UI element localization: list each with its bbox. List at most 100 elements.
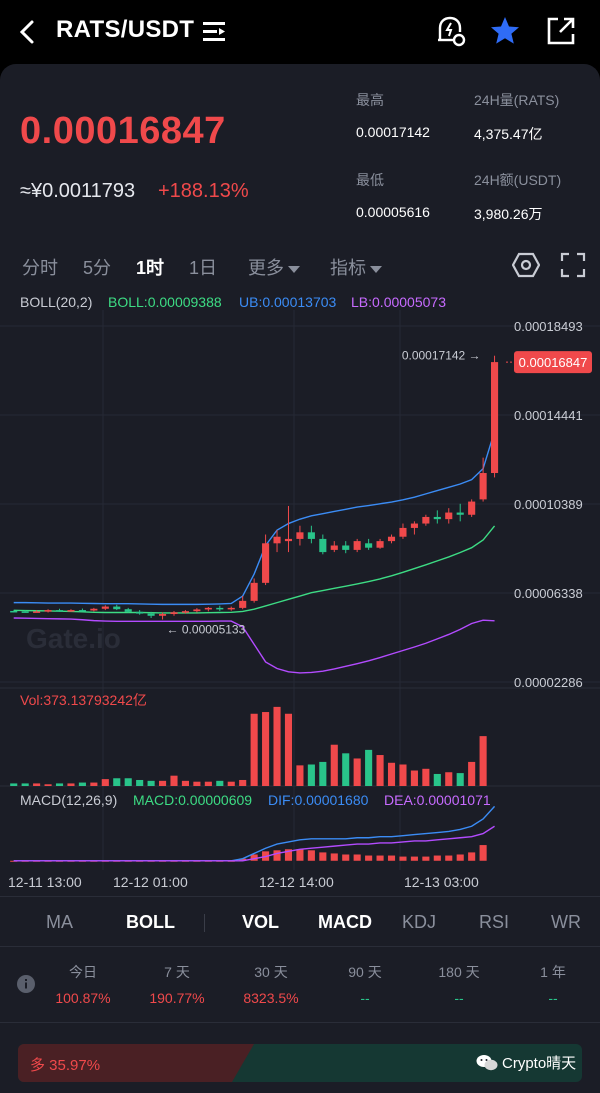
candlestick-chart[interactable]: Gate.io 0.000184930.000144410.000103890.… [0,310,600,882]
candle [113,604,121,611]
candle-body [410,523,418,528]
candle [479,457,487,502]
volume-value: Vol:373.13793242亿 [20,692,147,708]
candle [307,525,315,544]
candle [365,538,373,550]
volume-bar [410,770,418,786]
volume-bar [21,783,29,786]
volume-bar [113,778,121,786]
perf-value-7d: 190.77% [149,990,205,1006]
top-bar: RATS/USDT [0,0,600,64]
candle [353,538,361,553]
volume-bar [216,780,224,786]
chevron-down-icon [370,265,382,273]
macd-panel [10,805,496,862]
candle [159,612,167,620]
amount-24h-label: 24H额(USDT) [474,172,562,188]
gate-io-watermark: Gate.io [26,623,121,654]
low-marker: ← 0.00005133 [167,623,246,637]
candle-body [468,501,476,515]
candle-body [433,516,441,520]
fullscreen-icon[interactable] [560,252,586,278]
candle-body [33,611,41,613]
candles [10,355,499,620]
macd-params: MACD(12,26,9) [20,792,118,808]
candle [296,525,304,546]
author-watermark: Crypto晴天 [502,1055,577,1072]
candle-body [101,606,109,609]
perf-label-30d: 30 天 [254,964,288,980]
indicator-tab-kdj[interactable]: KDJ [402,912,437,932]
volume-bar [44,784,52,786]
indicator-tab-boll[interactable]: BOLL [126,912,175,932]
macd-hist-bar [456,854,464,861]
boll-lower-line [13,617,495,674]
tab-separator [204,914,205,932]
macd-hist-bar [307,850,315,861]
candle [456,503,464,522]
macd-hist-bar [239,858,247,861]
x-tick-3: 12-12 14:00 [259,874,334,890]
indicator-tab-macd[interactable]: MACD [318,912,372,932]
candle-body [387,536,396,542]
candle [147,611,155,618]
volume-bar [170,775,178,786]
macd-hist-bar [399,856,407,861]
share-icon[interactable] [544,14,578,48]
volume-bar [307,764,315,786]
volume-bar [90,782,98,786]
candle [468,499,476,517]
perf-label-1y: 1 年 [540,964,566,980]
candle [67,609,75,612]
chart-settings-hexagon-icon[interactable] [512,252,540,278]
candle [319,534,327,555]
candle-body [147,613,155,616]
indicator-tab-ma[interactable]: MA [46,912,73,932]
candle-body [44,610,52,612]
favorite-star-icon[interactable] [488,14,522,48]
timeframe-tab-5m[interactable]: 5分 [83,258,112,278]
volume-bar [365,749,373,786]
timeframe-tab-timeline[interactable]: 分时 [22,258,58,278]
candle-body [284,538,293,542]
volume-bar [422,768,430,786]
candle [78,608,86,612]
x-tick-4: 12-13 03:00 [404,874,479,890]
divider [0,1022,600,1023]
volume-bar [399,764,407,786]
back-arrow-icon[interactable] [14,16,42,48]
volume-bar [250,713,258,786]
timeframe-more-dropdown[interactable]: 更多 [248,254,300,280]
volume-bar [101,779,109,786]
high-marker: 0.00017142 → [402,349,481,363]
candle-body [456,512,464,515]
market-panel [0,64,600,1093]
indicator-tab-rsi[interactable]: RSI [479,912,510,932]
candle [330,541,338,553]
more-label: 更多 [248,258,284,278]
low-value: 0.00005616 [356,204,430,220]
volume-bar [33,783,41,786]
last-price: 0.00016847 [20,110,226,152]
timeframe-tab-1d[interactable]: 1日 [189,258,218,278]
candle-body [170,612,178,615]
indicator-dropdown[interactable]: 指标 [330,254,382,280]
perf-label-90d: 90 天 [348,964,382,980]
candle [55,608,64,612]
price-alert-icon[interactable] [434,14,468,48]
info-icon[interactable] [16,974,36,994]
candle [101,605,109,611]
indicator-tab-wr[interactable]: WR [551,912,581,932]
volume-24h-label: 24H量(RATS) [474,92,560,108]
pair-title[interactable]: RATS/USDT [56,16,195,43]
y-tick-label: 0.00014441 [514,408,583,423]
boll-lb-value: LB:0.00005073 [351,294,446,310]
pair-switch-menu-icon[interactable] [203,20,227,42]
indicator-tab-vol[interactable]: VOL [242,912,280,932]
volume-bar [319,761,327,786]
timeframe-tab-1h[interactable]: 1时 [136,258,165,278]
candle [433,510,441,524]
candle-body [55,610,64,612]
price-axis: 0.00018493 0.00014441 0.00010389 0.00006338… [514,319,583,690]
candle [44,609,52,613]
